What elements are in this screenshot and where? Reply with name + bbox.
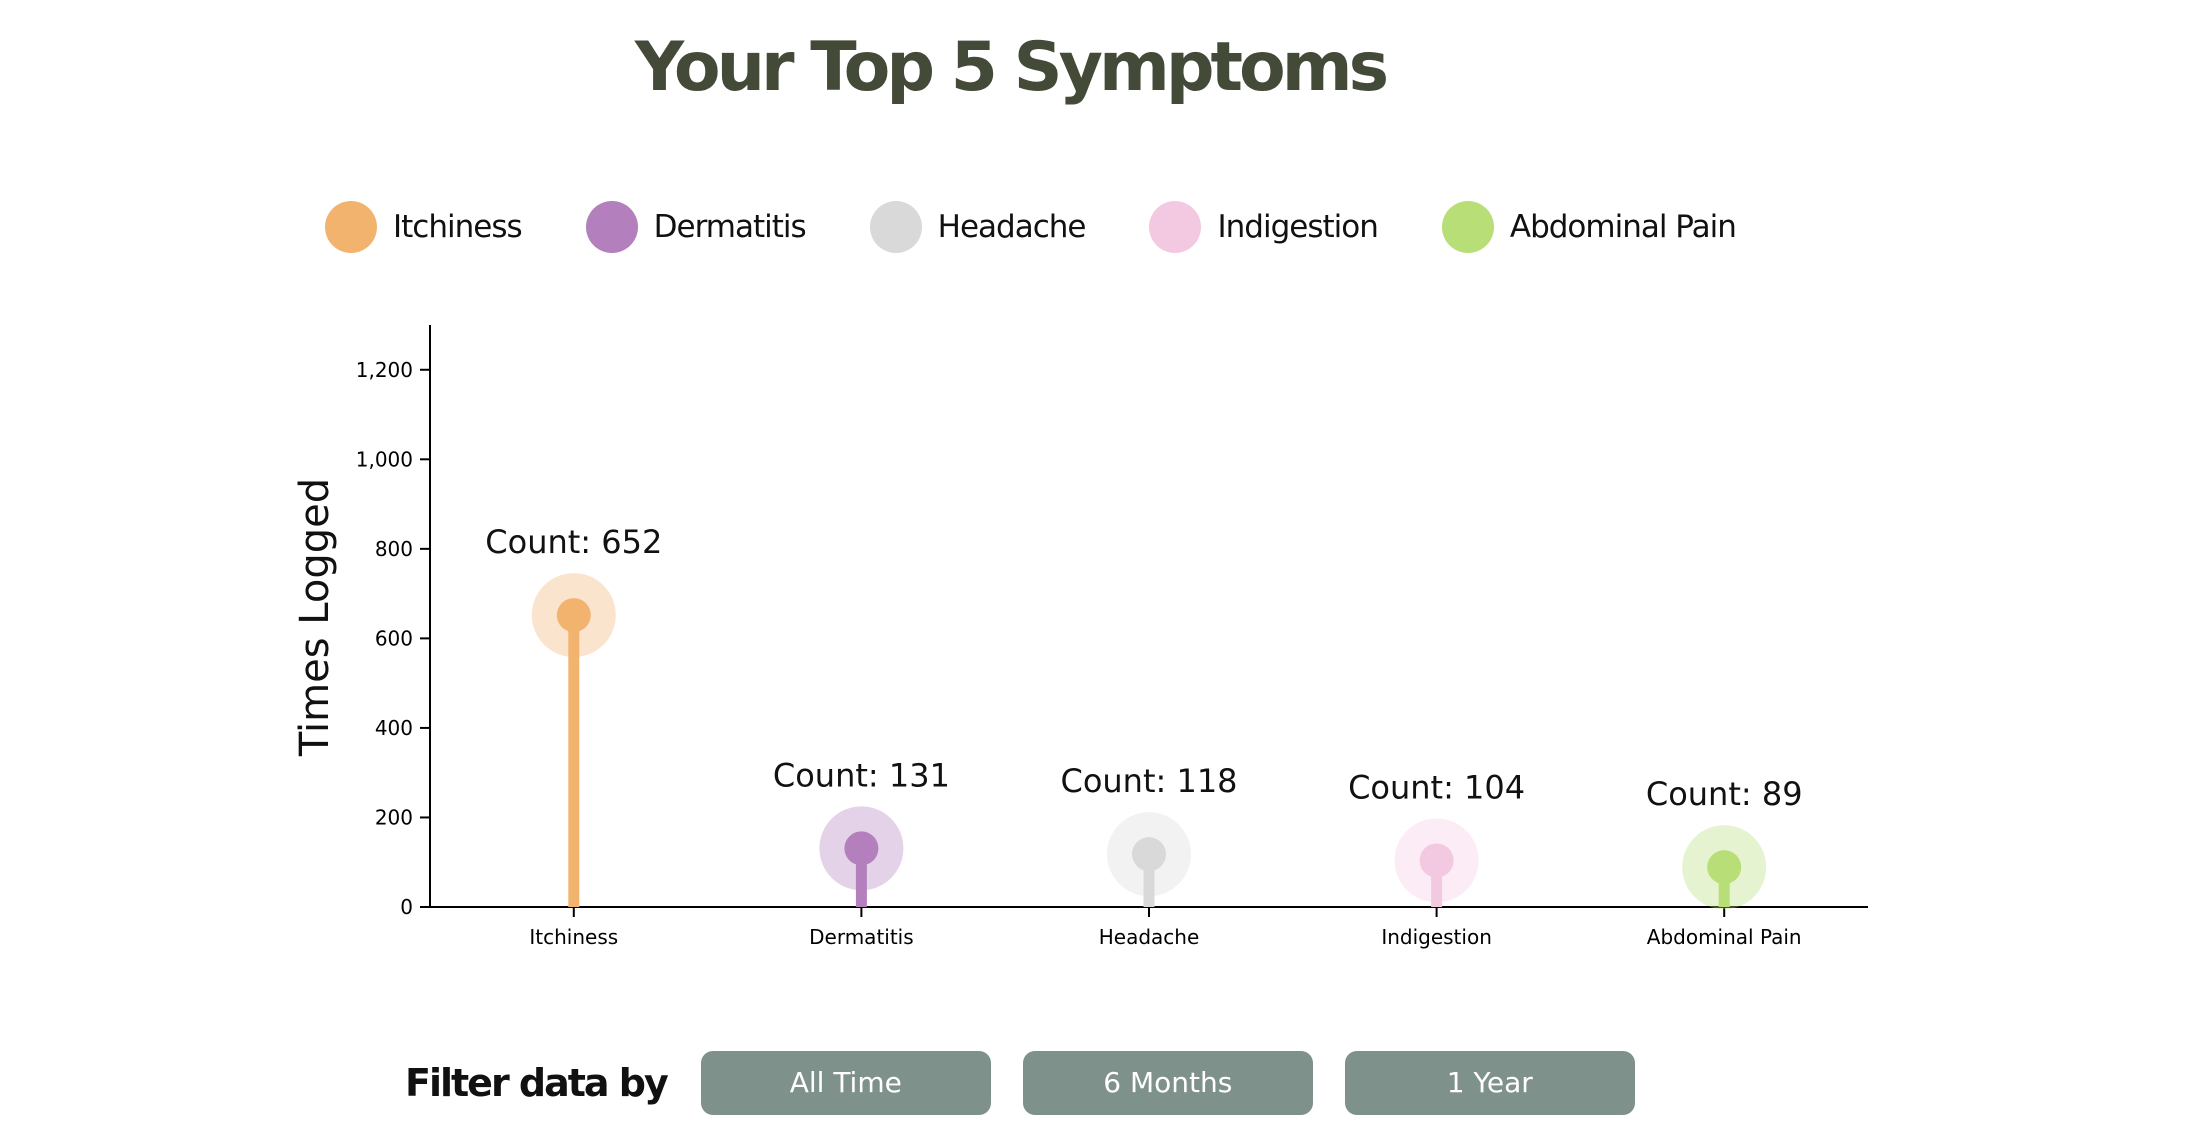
lollipop-dot: [1419, 843, 1454, 878]
legend-label-abdominal-pain: Abdominal Pain: [1509, 209, 1737, 245]
lollipop-dot: [1707, 850, 1742, 885]
chart-title: Your Top 5 Symptoms: [634, 28, 1389, 107]
legend-item-headache: Headache: [869, 201, 1087, 253]
lollipop: Count: 89: [1646, 775, 1803, 910]
y-tick-label: 1,000: [356, 447, 413, 471]
legend-swatch-indigestion: [1149, 201, 1202, 253]
lollipop-dot: [556, 598, 591, 633]
value-label: Count: 652: [485, 523, 662, 561]
x-tick-label: Dermatitis: [809, 925, 914, 949]
legend-item-indigestion: Indigestion: [1149, 201, 1379, 253]
legend-item-abdominal-pain: Abdominal Pain: [1441, 201, 1737, 253]
legend-label-itchiness: Itchiness: [393, 209, 523, 245]
legend-swatch-abdominal-pain: [1441, 201, 1494, 253]
y-axis: 0 200 400 600 800 1,000 1,200 Times Logged: [292, 325, 431, 919]
legend-item-dermatitis: Dermatitis: [585, 201, 807, 253]
legend-label-headache: Headache: [937, 209, 1087, 245]
y-tick-label: 200: [375, 805, 413, 829]
value-label: Count: 118: [1060, 762, 1237, 800]
legend-swatch-dermatitis: [585, 201, 638, 253]
y-tick-label: 0: [400, 895, 413, 919]
legend-label-indigestion: Indigestion: [1217, 209, 1378, 245]
legend: Itchiness Dermatitis Headache Indigestio…: [325, 195, 1800, 259]
legend-swatch-itchiness: [325, 201, 377, 253]
y-tick-label: 1,200: [356, 358, 413, 382]
lollipop: Count: 104: [1348, 768, 1525, 907]
x-ticks: Itchiness Dermatitis Headache Indigestion Ab…: [529, 907, 1802, 949]
value-label: Count: 89: [1646, 775, 1803, 813]
lollipops: Count: 652 Count: 131 Count: 118 Count: 104…: [485, 523, 1803, 910]
filter-all-time-button[interactable]: All Time: [700, 1050, 991, 1115]
x-tick-label: Indigestion: [1381, 925, 1492, 949]
lollipop: Count: 131: [773, 756, 950, 907]
value-label: Count: 131: [773, 756, 950, 794]
value-label: Count: 104: [1348, 768, 1525, 806]
legend-label-dermatitis: Dermatitis: [653, 209, 807, 245]
lollipop: Count: 652: [485, 523, 662, 907]
x-tick-label: Abdominal Pain: [1647, 925, 1802, 949]
legend-item-itchiness: Itchiness: [325, 201, 523, 253]
y-ticks: 0 200 400 600 800 1,000 1,200: [356, 358, 430, 919]
filter-label: Filter data by: [405, 1060, 669, 1105]
filter-1-year-button[interactable]: 1 Year: [1344, 1050, 1635, 1115]
filter-bar: Filter data by All Time 6 Months 1 Year: [405, 1050, 1667, 1115]
lollipop: Count: 118: [1060, 762, 1238, 907]
x-axis: Itchiness Dermatitis Headache Indigestion Ab…: [430, 906, 1868, 949]
filter-6-months-button[interactable]: 6 Months: [1022, 1050, 1313, 1115]
legend-swatch-headache: [869, 201, 922, 253]
y-tick-label: 400: [375, 716, 413, 740]
x-tick-label: Itchiness: [529, 925, 618, 949]
y-tick-label: 800: [375, 537, 413, 561]
y-axis-label: Times Logged: [292, 478, 338, 757]
lollipop-dot: [844, 831, 879, 866]
y-tick-label: 600: [375, 626, 413, 650]
x-tick-label: Headache: [1099, 925, 1200, 949]
lollipop-dot: [1132, 837, 1166, 872]
